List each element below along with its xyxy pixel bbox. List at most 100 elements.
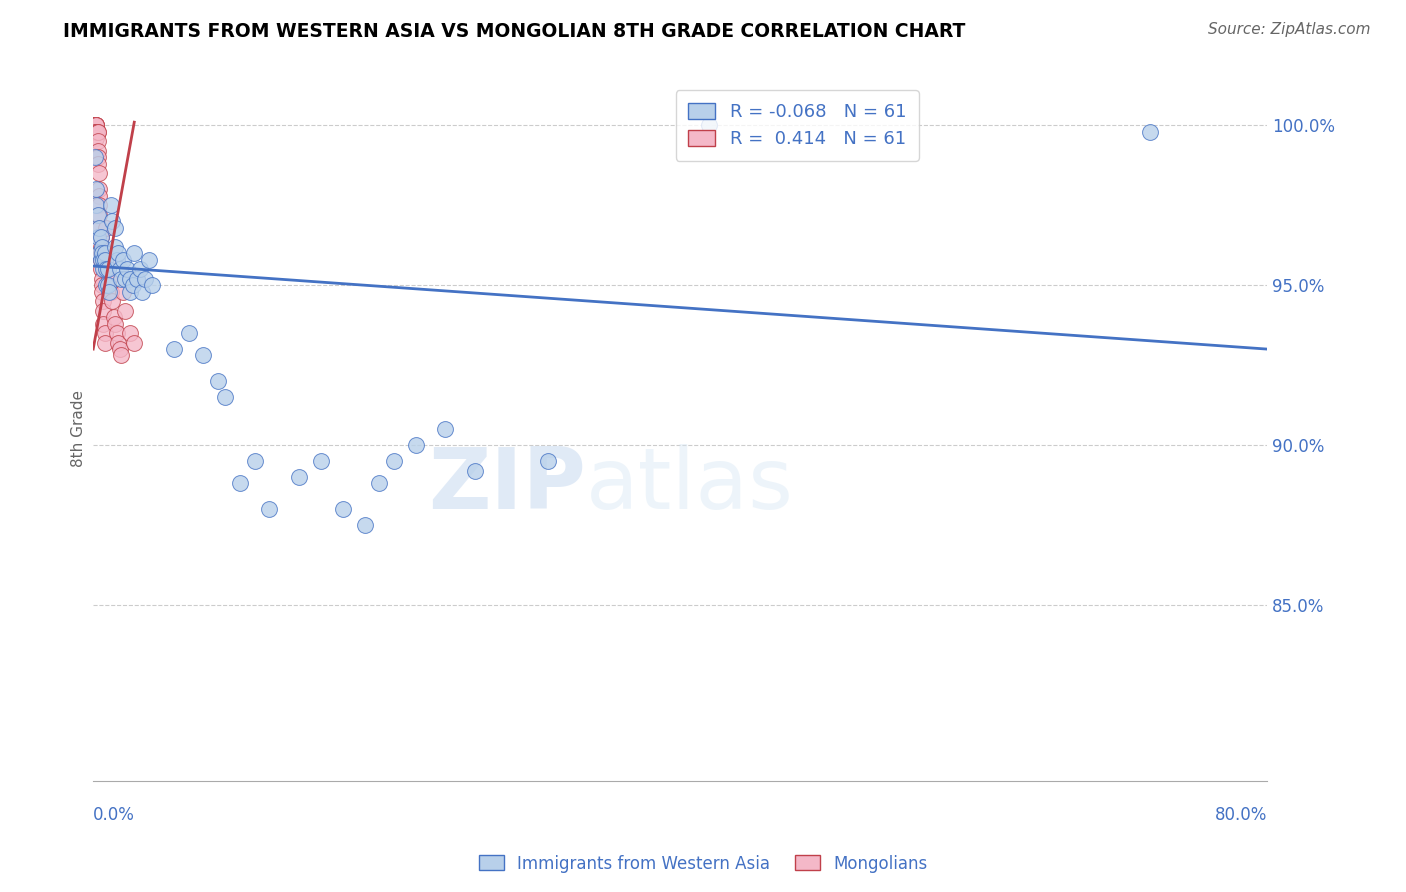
Point — [98, 272, 121, 286]
Point — [287, 470, 309, 484]
Legend: R = -0.068   N = 61, R =  0.414   N = 61: R = -0.068 N = 61, R = 0.414 N = 61 — [676, 90, 920, 161]
Point — [83, 119, 105, 133]
Point — [97, 262, 120, 277]
Point — [86, 230, 108, 244]
Point — [107, 335, 129, 350]
Point — [131, 285, 153, 299]
Point — [118, 326, 141, 340]
Point — [177, 326, 200, 340]
Point — [94, 246, 117, 260]
Point — [84, 125, 107, 139]
Point — [89, 230, 111, 244]
Point — [405, 438, 427, 452]
Point — [101, 214, 124, 228]
Point — [193, 349, 215, 363]
Point — [87, 188, 110, 202]
Point — [84, 131, 107, 145]
Legend: Immigrants from Western Asia, Mongolians: Immigrants from Western Asia, Mongolians — [472, 848, 934, 880]
Text: 80.0%: 80.0% — [1215, 806, 1267, 824]
Point — [97, 278, 120, 293]
Point — [101, 294, 124, 309]
Point — [105, 326, 128, 340]
Point — [98, 285, 121, 299]
Point — [103, 310, 125, 325]
Point — [87, 246, 110, 260]
Point — [91, 285, 114, 299]
Point — [138, 252, 160, 267]
Point — [96, 262, 118, 277]
Point — [104, 317, 127, 331]
Point — [353, 517, 375, 532]
Point — [83, 125, 105, 139]
Text: ZIP: ZIP — [429, 443, 586, 526]
Point — [89, 252, 111, 267]
Point — [84, 125, 107, 139]
Point — [86, 157, 108, 171]
Point — [96, 278, 118, 293]
Point — [122, 335, 145, 350]
Point — [83, 119, 105, 133]
Point — [83, 119, 105, 133]
Text: 0.0%: 0.0% — [93, 806, 135, 824]
Text: Source: ZipAtlas.com: Source: ZipAtlas.com — [1208, 22, 1371, 37]
Point — [84, 119, 107, 133]
Point — [89, 230, 111, 244]
Point — [84, 125, 107, 139]
Point — [86, 134, 108, 148]
Point — [105, 252, 128, 267]
Point — [257, 501, 280, 516]
Point — [87, 220, 110, 235]
Point — [332, 501, 354, 516]
Point — [229, 476, 252, 491]
Point — [83, 119, 105, 133]
Point — [89, 262, 111, 277]
Point — [87, 198, 110, 212]
Point — [93, 317, 115, 331]
Point — [107, 246, 129, 260]
Point — [127, 272, 149, 286]
Point — [91, 278, 114, 293]
Point — [111, 252, 134, 267]
Point — [108, 342, 131, 356]
Point — [309, 454, 332, 468]
Point — [89, 246, 111, 260]
Point — [100, 285, 122, 299]
Point — [110, 349, 132, 363]
Point — [83, 119, 105, 133]
Point — [86, 208, 108, 222]
Point — [104, 240, 127, 254]
Point — [110, 272, 132, 286]
Point — [96, 220, 118, 235]
Point — [207, 374, 229, 388]
Point — [91, 240, 114, 254]
Point — [368, 476, 391, 491]
Point — [83, 125, 105, 139]
Point — [122, 246, 145, 260]
Point — [93, 252, 115, 267]
Point — [382, 454, 405, 468]
Point — [118, 272, 141, 286]
Point — [86, 125, 108, 139]
Point — [83, 119, 105, 133]
Point — [129, 262, 152, 277]
Point — [141, 278, 163, 293]
Point — [84, 119, 107, 133]
Point — [84, 198, 107, 212]
Point — [434, 422, 457, 436]
Point — [84, 182, 107, 196]
Point — [94, 326, 117, 340]
Point — [84, 119, 107, 133]
Point — [83, 125, 105, 139]
Point — [134, 272, 156, 286]
Point — [100, 198, 122, 212]
Point — [94, 252, 117, 267]
Point — [87, 166, 110, 180]
Y-axis label: 8th Grade: 8th Grade — [72, 391, 86, 467]
Text: IMMIGRANTS FROM WESTERN ASIA VS MONGOLIAN 8TH GRADE CORRELATION CHART: IMMIGRANTS FROM WESTERN ASIA VS MONGOLIA… — [63, 22, 966, 41]
Point — [83, 119, 105, 133]
Point — [104, 220, 127, 235]
Point — [163, 342, 186, 356]
Point — [1139, 125, 1161, 139]
Point — [111, 285, 134, 299]
Point — [86, 125, 108, 139]
